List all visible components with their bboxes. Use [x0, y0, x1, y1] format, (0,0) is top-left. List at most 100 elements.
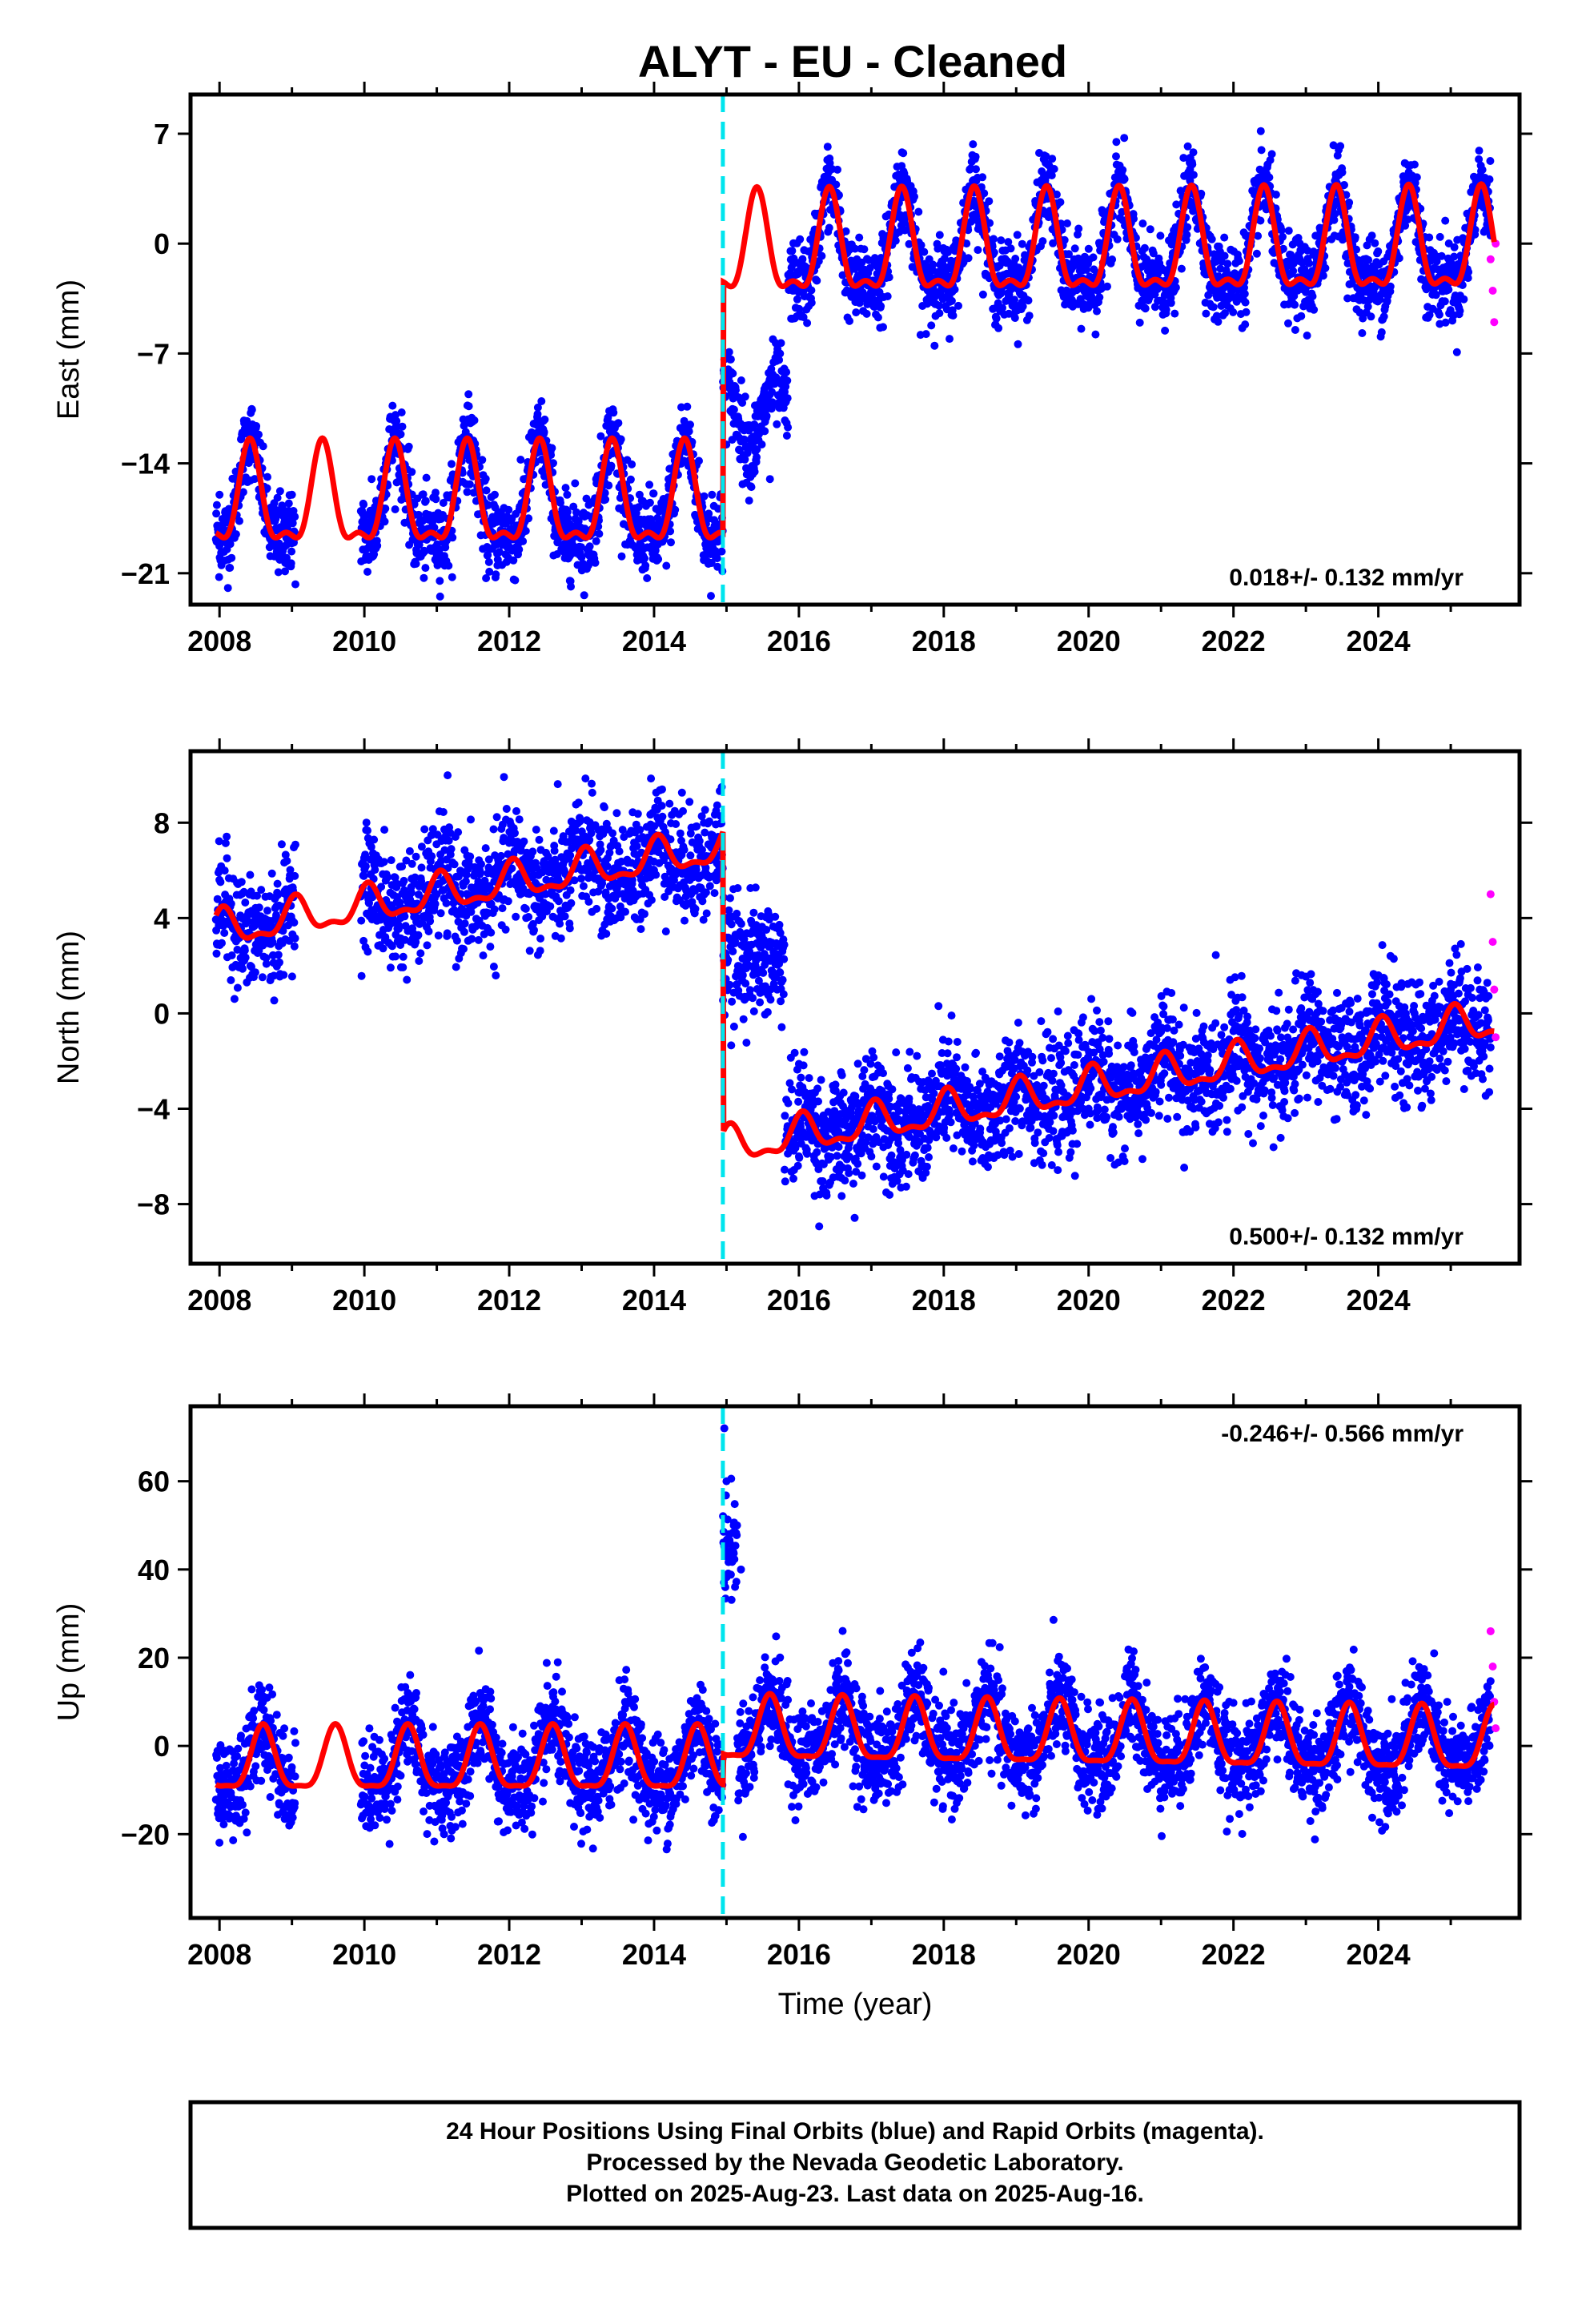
- east-final-anchor-point: [1359, 255, 1368, 263]
- east-final-point: [1182, 231, 1191, 239]
- north-final-point: [640, 910, 648, 919]
- north-final-point: [423, 941, 432, 950]
- east-final-point: [685, 427, 693, 436]
- east-final-point: [1403, 204, 1411, 212]
- east-final-point: [591, 558, 600, 567]
- north-final-point: [592, 904, 601, 913]
- east-final-point: [782, 368, 791, 376]
- east-final-point: [1338, 168, 1347, 177]
- east-final-anchor-point: [635, 490, 644, 499]
- east-final-point: [380, 517, 389, 526]
- north-final-point: [233, 983, 242, 992]
- north-final-point: [391, 952, 400, 961]
- north-final-point: [395, 925, 403, 933]
- north-final-point: [476, 868, 485, 877]
- north-final-point: [633, 810, 642, 818]
- north-final-point: [489, 963, 498, 971]
- east-final-point: [1084, 244, 1093, 253]
- north-final-point: [414, 931, 423, 939]
- north-final-point: [528, 847, 537, 856]
- east-final-point: [1048, 155, 1057, 163]
- east-final-point: [798, 255, 807, 263]
- north-final-point: [424, 927, 433, 935]
- east-final-point: [460, 421, 468, 430]
- east-final-point: [1284, 227, 1293, 235]
- north-final-point: [220, 929, 229, 937]
- east-final-point: [1254, 231, 1263, 240]
- north-final-point: [230, 995, 239, 1003]
- east-final-point: [671, 505, 680, 514]
- east-final-point: [807, 299, 816, 307]
- east-final-point: [914, 207, 923, 216]
- east-final-point: [707, 592, 715, 601]
- east-final-point: [666, 527, 675, 536]
- east-final-point: [1056, 198, 1065, 207]
- north-final-point: [400, 876, 408, 885]
- east-final-point: [667, 538, 675, 547]
- east-final-point: [1289, 267, 1298, 275]
- east-model-line: [215, 181, 1497, 541]
- east-final-anchor-point: [708, 490, 717, 499]
- east-final-point: [235, 517, 243, 525]
- east-final-point: [1214, 317, 1223, 326]
- east-final-point: [1229, 308, 1238, 316]
- east-final-point: [1297, 312, 1306, 320]
- east-final-point: [1308, 292, 1317, 300]
- north-final-point: [387, 856, 396, 865]
- east-final-point: [1242, 308, 1251, 316]
- east-final-point: [408, 468, 416, 476]
- east-final-point: [549, 459, 557, 468]
- east-final-point: [940, 254, 949, 263]
- east-final-point: [396, 430, 405, 439]
- east-final-point: [1412, 173, 1421, 182]
- east-final-point: [540, 415, 549, 424]
- east-final-point: [947, 296, 956, 305]
- east-x-tick-label: 2010: [332, 625, 396, 657]
- east-final-point: [823, 143, 832, 151]
- east-final-point: [747, 483, 756, 492]
- east-final-point: [592, 537, 600, 545]
- east-final-point: [1090, 265, 1098, 274]
- east-final-point: [1401, 221, 1410, 230]
- east-final-point: [1257, 146, 1266, 155]
- east-final-anchor-point: [367, 475, 376, 484]
- east-final-point: [1440, 297, 1449, 306]
- east-final-point: [1050, 165, 1058, 173]
- north-final-point: [362, 818, 371, 827]
- east-final-point: [1189, 171, 1198, 179]
- east-final-point: [1363, 302, 1372, 311]
- east-final-point: [388, 401, 397, 410]
- east-final-point: [877, 302, 885, 311]
- east-final-point: [1435, 310, 1443, 319]
- east-final-point: [1310, 305, 1319, 314]
- east-final-point: [485, 567, 494, 576]
- east-final-point: [363, 568, 371, 576]
- east-final-anchor-point: [273, 506, 282, 515]
- east-final-point: [1379, 312, 1388, 321]
- east-final-anchor-point: [215, 490, 224, 499]
- east-final-point: [600, 489, 609, 497]
- north-final-point: [399, 952, 408, 961]
- north-final-point: [554, 897, 563, 906]
- north-final-point: [489, 825, 498, 834]
- east-final-point: [1241, 320, 1250, 329]
- east-x-tick-label: 2022: [1202, 625, 1266, 657]
- east-final-point: [776, 349, 785, 358]
- north-final-point: [588, 788, 596, 797]
- east-final-point: [1120, 134, 1129, 143]
- east-y-tick-label: −14: [121, 448, 170, 480]
- north-final-point: [279, 971, 288, 979]
- east-final-point: [484, 501, 492, 509]
- east-final-point: [1177, 264, 1186, 273]
- east-final-point: [432, 489, 440, 497]
- east-final-point: [768, 388, 777, 396]
- north-final-point: [371, 866, 379, 875]
- east-final-point: [784, 423, 793, 432]
- east-final-point: [283, 553, 291, 562]
- east-final-point: [1351, 233, 1359, 242]
- east-final-point: [404, 442, 413, 451]
- east-final-point: [773, 420, 781, 428]
- east-plot-area: [211, 127, 1500, 601]
- east-final-point: [1108, 255, 1117, 263]
- east-final-point: [1352, 245, 1361, 254]
